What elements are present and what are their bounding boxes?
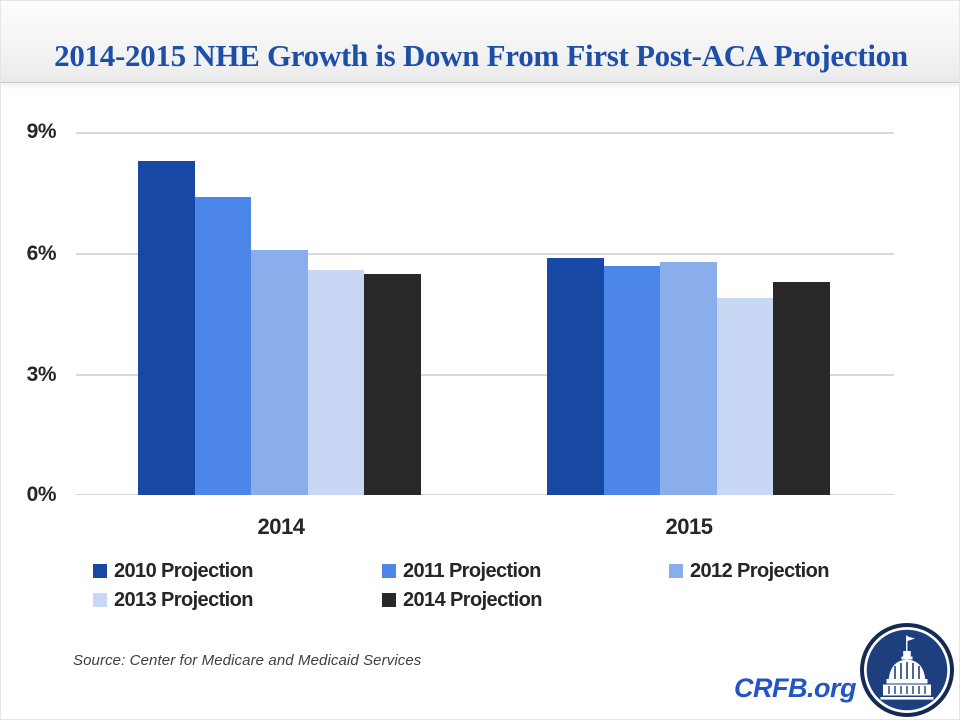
bar-2014-2014-projection	[364, 273, 421, 495]
legend-label-2010: 2010 Projection	[114, 559, 253, 582]
capitol-icon	[860, 623, 954, 717]
legend-label-2011: 2011 Projection	[403, 559, 541, 582]
x-axis-label-2014: 2014	[257, 514, 305, 539]
page-title: 2014-2015 NHE Growth is Down From First …	[54, 38, 908, 73]
legend-label-2013: 2013 Projection	[114, 588, 253, 611]
legend-swatch-2014	[382, 593, 396, 607]
y-axis-label-9: 9%	[26, 120, 57, 143]
legend-item-2011-projection: 2011 Projection	[382, 559, 541, 582]
legend-swatch-2012	[669, 564, 683, 578]
legend-swatch-2011	[382, 564, 396, 578]
bar-2015-2011-projection	[603, 265, 660, 495]
y-axis-label-3: 3%	[26, 362, 57, 386]
source-note: Source: Center for Medicare and Medicaid…	[73, 652, 422, 669]
bar-2015-2010-projection	[547, 257, 604, 495]
gridline-0pct	[76, 493, 894, 495]
gridline-3pct	[76, 374, 894, 376]
bar-2014-2011-projection	[194, 197, 251, 495]
plot-area	[76, 132, 894, 495]
legend-item-2014-projection: 2014 Projection	[382, 588, 542, 611]
legend-swatch-2013	[93, 593, 107, 607]
legend-item-2010-projection: 2010 Projection	[93, 559, 253, 582]
bar-2014-2013-projection	[307, 269, 364, 495]
gridline-9pct	[76, 132, 894, 134]
bar-2015-2013-projection	[716, 297, 773, 495]
legend-label-2012: 2012 Projection	[690, 559, 829, 582]
gridline-6pct	[76, 253, 894, 255]
bar-2015-2012-projection	[660, 261, 717, 495]
legend-label-2014: 2014 Projection	[403, 588, 542, 611]
header: 2014-2015 NHE Growth is Down From First …	[1, 1, 959, 83]
y-axis-label-6: 6%	[26, 241, 57, 265]
crfb-org-label: CRFB.org	[734, 673, 856, 703]
bar-2014-2010-projection	[138, 161, 195, 495]
bar-2015-2014-projection	[773, 281, 830, 495]
crfb-logo	[860, 623, 954, 717]
x-axis-label-2015: 2015	[665, 514, 713, 539]
legend-swatch-2010	[93, 564, 107, 578]
y-axis-label-0: 0%	[26, 483, 57, 506]
legend-item-2013-projection: 2013 Projection	[93, 588, 253, 611]
bar-2014-2012-projection	[251, 249, 308, 495]
legend-item-2012-projection: 2012 Projection	[669, 559, 829, 582]
